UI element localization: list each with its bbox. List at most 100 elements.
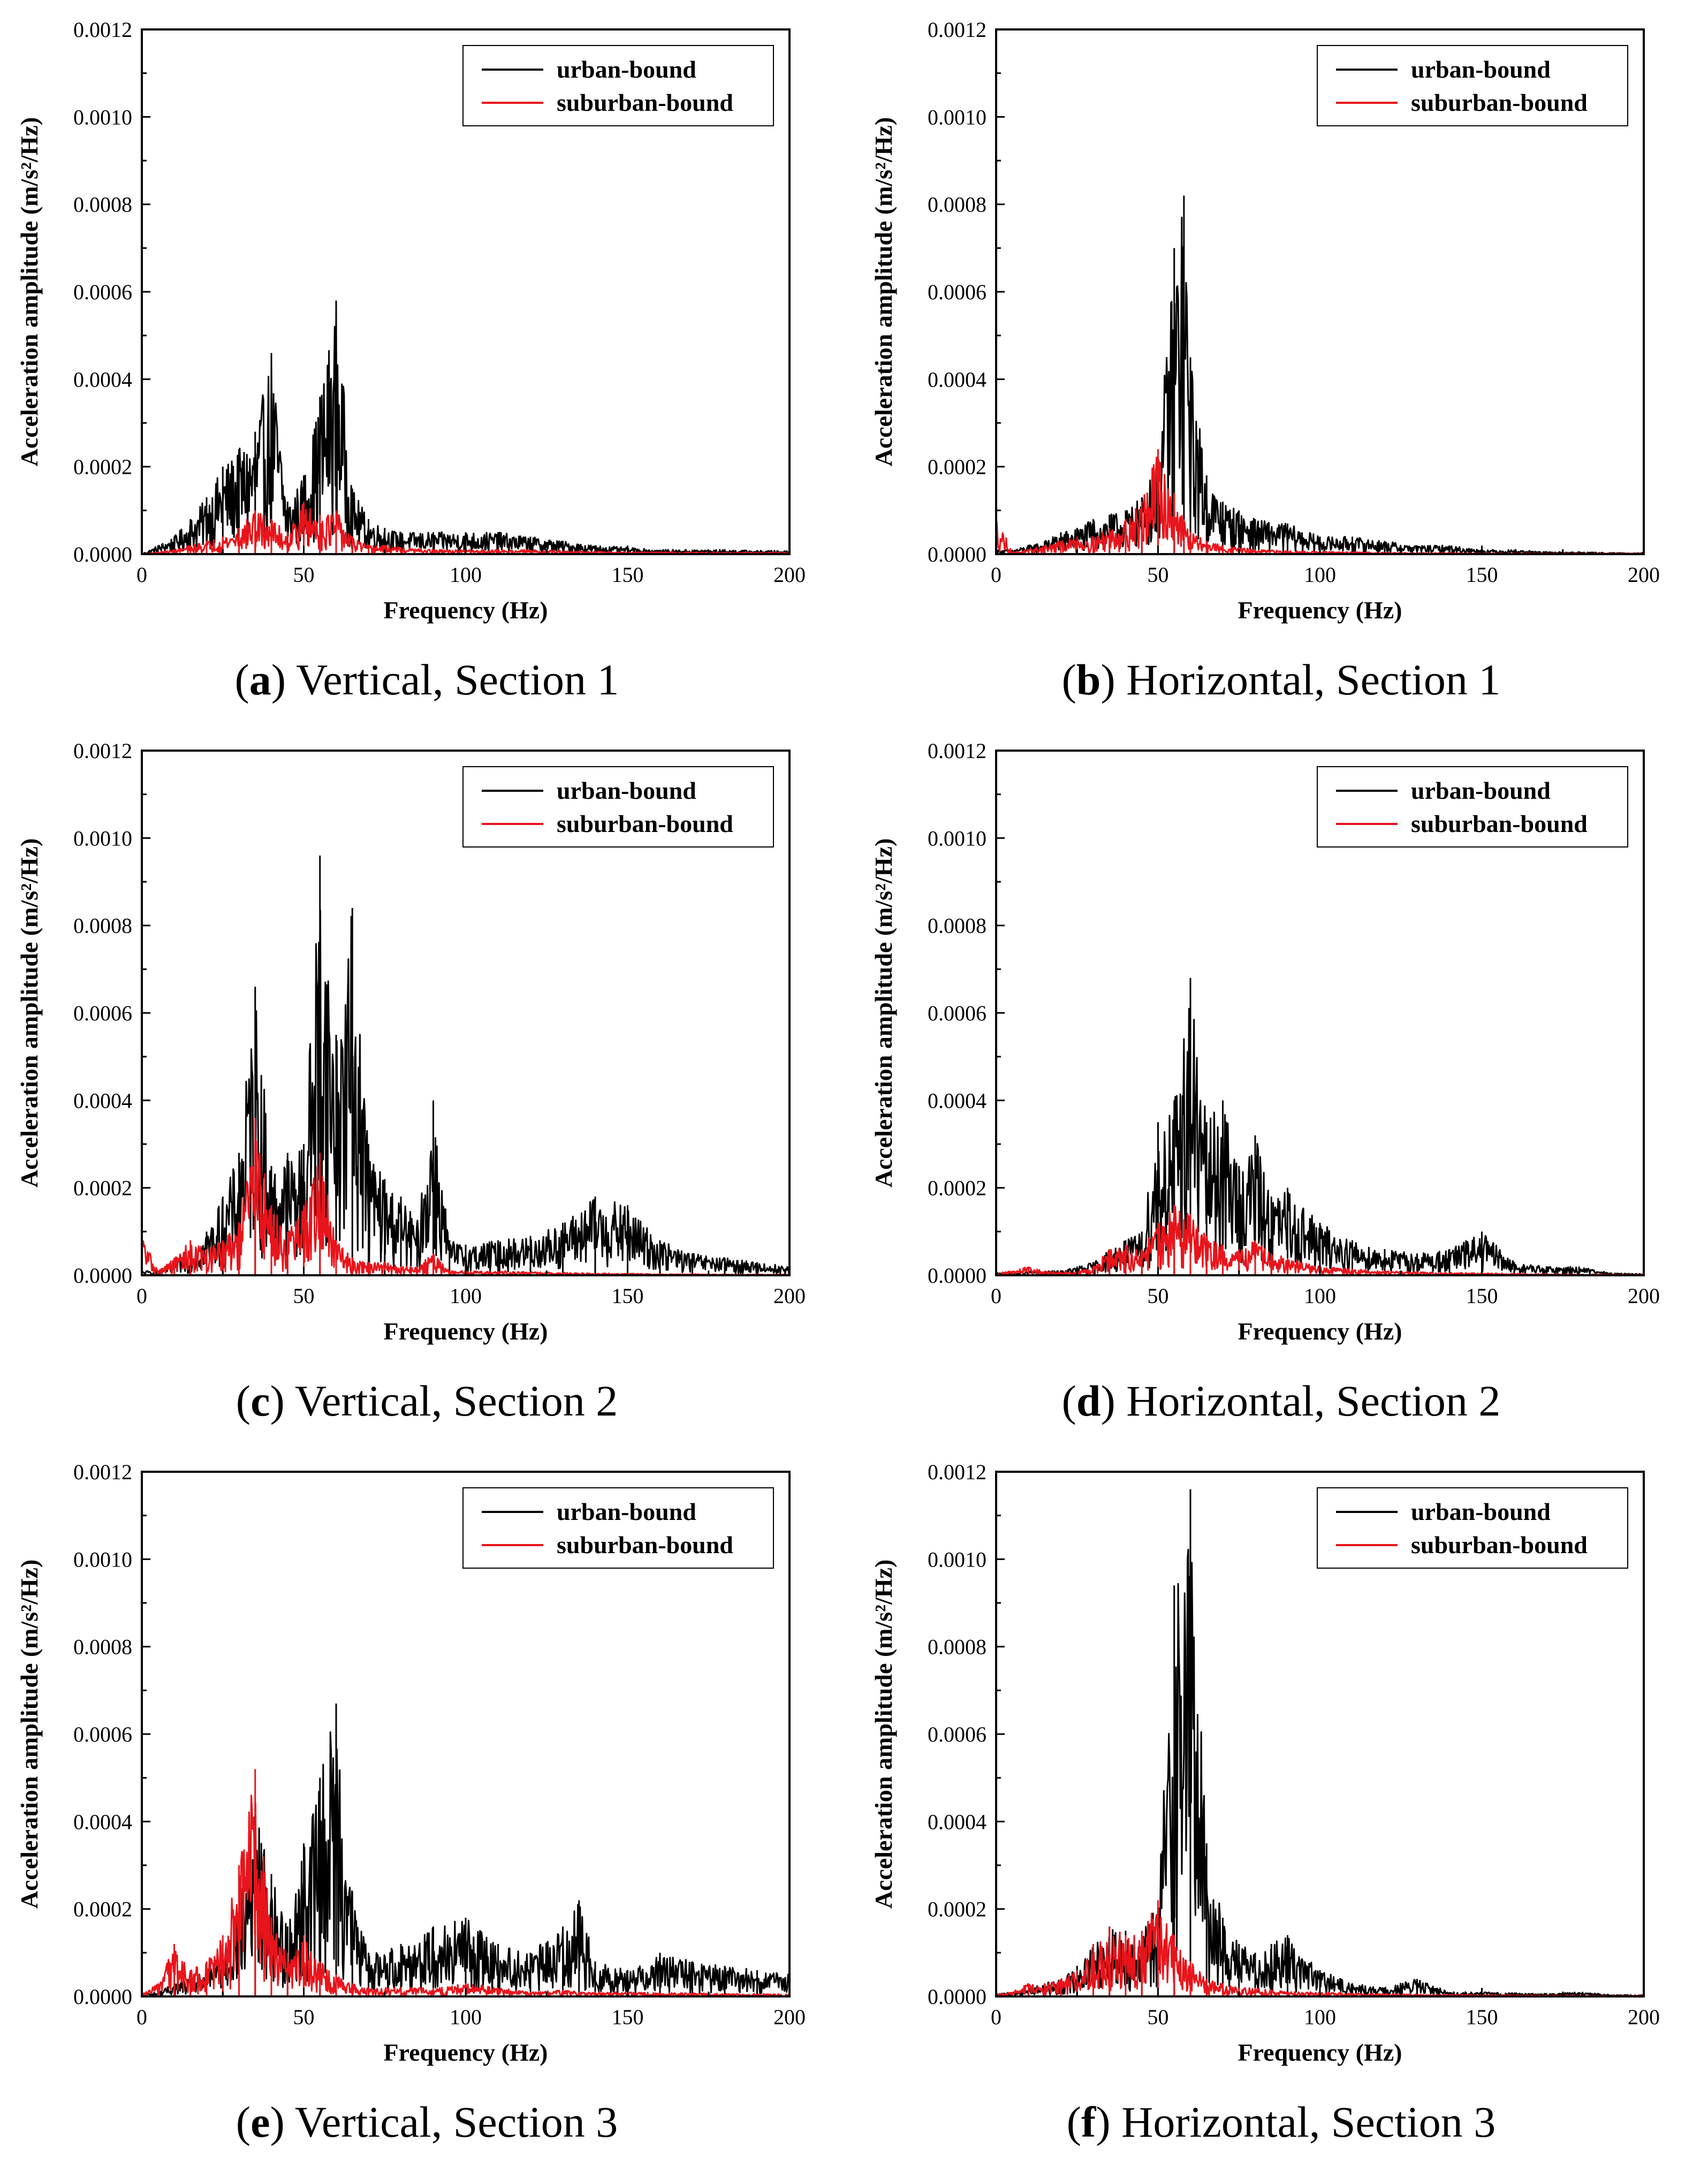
caption-f: (f) Horizontal, Section 3	[1066, 2098, 1496, 2146]
y-tick-label: 0.0010	[73, 826, 132, 850]
y-tick-label: 0.0006	[928, 280, 986, 304]
x-tick-label: 0	[136, 563, 147, 587]
y-tick-label: 0.0000	[73, 542, 132, 566]
caption-text: Vertical, Section 1	[296, 655, 619, 704]
y-tick-label: 0.0002	[928, 1897, 986, 1921]
y-tick-label: 0.0012	[73, 1460, 132, 1484]
y-tick-label: 0.0002	[73, 1897, 132, 1921]
x-axis-title: Frequency (Hz)	[1238, 596, 1402, 624]
x-tick-label: 0	[991, 563, 1001, 587]
x-tick-label: 150	[612, 563, 644, 587]
x-tick-label: 0	[991, 2005, 1001, 2029]
panel-f: 0 50 100 150 200 0.0000 0.0002 0.0004 0.0006 0.00…	[854, 1442, 1708, 2163]
x-tick-label: 150	[612, 1284, 644, 1308]
y-tick-label: 0.0002	[73, 1176, 132, 1200]
y-tick-label: 0.0006	[928, 1001, 986, 1025]
x-tick-label: 200	[1628, 1284, 1660, 1308]
x-tick-label: 200	[1628, 563, 1660, 587]
y-tick-label: 0.0008	[73, 193, 132, 217]
x-tick-label: 50	[293, 2005, 315, 2029]
chart-b: 0 50 100 150 200 0.0000 0.0002 0.0004 0.0006 0.00…	[870, 18, 1660, 624]
caption-c: (c) Vertical, Section 2	[236, 1376, 618, 1425]
legend-box	[462, 45, 774, 126]
y-tick-label: 0.0008	[928, 1635, 986, 1659]
y-axis-title: Acceleration amplitude (m/s²/Hz)	[16, 838, 43, 1188]
panel-d: 0 50 100 150 200 0.0000 0.0002 0.0004 0.0006 0.00…	[854, 721, 1708, 1442]
x-tick-label: 200	[773, 563, 806, 587]
y-tick-label: 0.0012	[928, 739, 986, 763]
x-tick-label: 200	[1628, 2005, 1660, 2029]
y-tick-label: 0.0008	[73, 1635, 132, 1659]
y-axis-title: Acceleration amplitude (m/s²/Hz)	[870, 117, 897, 467]
legend-box	[462, 766, 774, 848]
legend-label-suburban-bound: suburban-bound	[1411, 89, 1588, 116]
x-tick-label: 150	[612, 2005, 644, 2029]
y-tick-label: 0.0006	[73, 280, 132, 304]
x-tick-label: 100	[1304, 563, 1336, 587]
legend-box	[1317, 1487, 1628, 1569]
x-tick-label: 50	[1148, 1284, 1169, 1308]
caption-text: Horizontal, Section 2	[1126, 1376, 1501, 1425]
x-tick-label: 0	[136, 1284, 147, 1308]
y-tick-label: 0.0010	[73, 105, 132, 129]
y-tick-label: 0.0010	[928, 105, 986, 129]
y-tick-label: 0.0010	[928, 826, 986, 850]
x-tick-label: 0	[991, 1284, 1001, 1308]
y-tick-label: 0.0002	[928, 455, 986, 479]
legend-box	[1317, 766, 1628, 848]
caption-b: (b) Horizontal, Section 1	[1061, 655, 1501, 704]
y-tick-label: 0.0002	[73, 455, 132, 479]
legend-label-urban-bound: urban-bound	[557, 777, 696, 804]
caption-letter: b	[1076, 655, 1101, 704]
x-tick-label: 50	[1148, 2005, 1169, 2029]
y-tick-label: 0.0012	[928, 1460, 986, 1484]
x-tick-label: 100	[450, 2005, 482, 2029]
caption-letter: a	[249, 655, 271, 704]
y-tick-label: 0.0006	[928, 1722, 986, 1746]
y-tick-label: 0.0004	[928, 1088, 986, 1113]
chart-e: 0 50 100 150 200 0.0000 0.0002 0.0004 0.0006 0.00…	[16, 1460, 806, 2066]
y-tick-label: 0.0012	[73, 739, 132, 763]
x-tick-label: 50	[293, 563, 315, 587]
chart-a: 0 50 100 150 200 0.0000 0.0002 0.0004 0.0006 0.00…	[16, 18, 806, 624]
y-tick-label: 0.0000	[928, 542, 986, 566]
y-tick-label: 0.0004	[928, 1810, 986, 1834]
x-tick-label: 100	[1304, 2005, 1336, 2029]
series-urban-bound	[995, 1548, 1644, 1997]
x-tick-label: 100	[1304, 1284, 1336, 1308]
chart-f: 0 50 100 150 200 0.0000 0.0002 0.0004 0.0006 0.00…	[870, 1460, 1660, 2066]
series-urban-bound	[995, 216, 1644, 555]
caption-letter: d	[1076, 1376, 1101, 1425]
y-tick-label: 0.0008	[928, 193, 986, 217]
x-tick-label: 150	[1466, 2005, 1498, 2029]
y-tick-label: 0.0012	[928, 18, 986, 42]
caption-e: (e) Vertical, Section 3	[236, 2098, 618, 2146]
y-tick-label: 0.0012	[73, 18, 132, 42]
panel-b: 0 50 100 150 200 0.0000 0.0002 0.0004 0.0006 0.00…	[854, 0, 1708, 721]
x-tick-label: 100	[450, 563, 482, 587]
panel-a: 0 50 100 150 200 0.0000 0.0002 0.0004 0.0006 0.00…	[0, 0, 854, 721]
panel-c: 0 50 100 150 200 0.0000 0.0002 0.0004 0.0006 0.00…	[0, 721, 854, 1442]
x-tick-label: 200	[773, 1284, 806, 1308]
y-tick-label: 0.0004	[928, 367, 986, 391]
legend-label-urban-bound: urban-bound	[557, 56, 696, 83]
x-axis-title: Frequency (Hz)	[1238, 2039, 1402, 2066]
y-tick-label: 0.0000	[73, 1985, 132, 2009]
panel-e: 0 50 100 150 200 0.0000 0.0002 0.0004 0.0006 0.00…	[0, 1442, 854, 2163]
y-tick-label: 0.0000	[73, 1263, 132, 1288]
y-tick-label: 0.0010	[928, 1547, 986, 1571]
x-tick-label: 50	[1148, 563, 1169, 587]
legend-label-urban-bound: urban-bound	[1411, 1498, 1551, 1525]
caption-d: (d) Horizontal, Section 2	[1061, 1376, 1501, 1425]
x-tick-label: 100	[450, 1284, 482, 1308]
legend-label-urban-bound: urban-bound	[557, 1498, 696, 1525]
x-tick-label: 150	[1466, 1284, 1498, 1308]
x-axis-title: Frequency (Hz)	[1238, 1318, 1402, 1345]
legend-label-suburban-bound: suburban-bound	[557, 810, 733, 837]
chart-d: 0 50 100 150 200 0.0000 0.0002 0.0004 0.0006 0.00…	[870, 739, 1660, 1345]
y-tick-label: 0.0002	[928, 1176, 986, 1200]
y-axis-title: Acceleration amplitude (m/s²/Hz)	[870, 1560, 897, 1909]
y-tick-label: 0.0004	[73, 1810, 132, 1834]
y-tick-label: 0.0000	[928, 1263, 986, 1288]
x-tick-label: 200	[773, 2005, 806, 2029]
